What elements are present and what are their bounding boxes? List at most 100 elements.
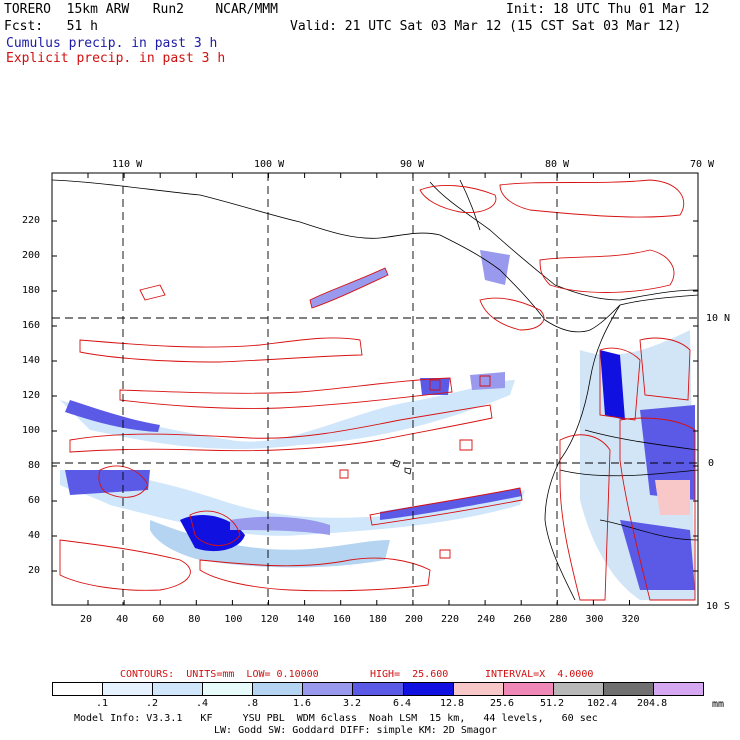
x-tick-label: 300 — [585, 614, 604, 625]
coast-central-america — [439, 234, 621, 333]
contour-cluster-north-3 — [539, 249, 675, 293]
model-title: TORERO 15km ARW Run2 NCAR/MMM — [4, 2, 278, 17]
lon-label-80w: 80 W — [545, 159, 570, 170]
cumulus-core-sa2 — [640, 405, 695, 500]
colorbar-label: .1 — [96, 698, 109, 709]
x-tick-label: 280 — [549, 614, 568, 625]
contour-cell-nw — [139, 284, 166, 301]
x-tick-label: 240 — [477, 614, 496, 625]
x-tick-label: 200 — [404, 614, 423, 625]
colorbar-swatch — [103, 683, 154, 695]
contour-cell-mid-2 — [479, 375, 491, 387]
colorbar-swatch — [403, 683, 454, 695]
colorbar-label: 1.6 — [293, 698, 312, 709]
cumulus-cells-mid — [420, 378, 450, 395]
contour-units-label: CONTOURS: UNITS=mm LOW= 0.10000 — [120, 669, 319, 680]
coast-caribbean — [429, 181, 699, 301]
y-tick-label: 120 — [22, 390, 41, 401]
cumulus-core-band2 — [380, 488, 522, 520]
x-tick-label: 40 — [116, 614, 129, 625]
explicit-precip-contours — [59, 179, 696, 601]
contour-band-itcz — [69, 404, 493, 453]
x-tick-label: 60 — [152, 614, 165, 625]
forecast-hour: Fcst: 51 h — [4, 19, 98, 34]
lon-label-100w: 100 W — [254, 159, 285, 170]
contour-cluster-north-4 — [479, 297, 545, 331]
cumulus-core-sa4 — [655, 480, 690, 515]
cumulus-cells-mid2 — [470, 372, 505, 390]
y-tick-label: 100 — [22, 425, 41, 436]
contour-sa-2 — [619, 417, 696, 601]
cumulus-core-band1 — [65, 400, 160, 432]
cumulus-band-south — [150, 520, 390, 568]
contour-cell-mid-1 — [429, 379, 441, 391]
contour-high-label: HIGH= 25.600 — [370, 669, 449, 680]
contour-sa-4 — [639, 337, 691, 401]
contour-interval-label: INTERVAL=X 4.0000 — [485, 669, 594, 680]
cumulus-core-sw — [180, 515, 245, 552]
y-tick-label: 80 — [28, 460, 41, 471]
x-tick-label: 80 — [188, 614, 201, 625]
colorbar-swatch — [303, 683, 354, 695]
colorbar-swatch — [503, 683, 554, 695]
contour-band-se — [369, 487, 523, 526]
cumulus-legend: Cumulus precip. in past 3 h — [6, 36, 218, 51]
colorbar-label: 12.8 — [440, 698, 465, 709]
contour-swirl-sw — [189, 510, 241, 546]
colorbar-label: .8 — [246, 698, 259, 709]
cumulus-streak-north — [310, 268, 388, 308]
model-info-line: Model Info: V3.3.1 KF YSU PBL WDM 6class… — [74, 713, 598, 724]
border-sa-2 — [559, 469, 699, 477]
contour-cell-mid-3 — [339, 469, 349, 479]
contour-southern-2 — [199, 557, 431, 592]
y-tick-label: 160 — [22, 320, 41, 331]
colorbar-swatch — [603, 683, 654, 695]
lon-label-70w: 70 W — [690, 159, 715, 170]
colorbar — [52, 682, 704, 696]
colorbar-swatch — [203, 683, 254, 695]
valid-time: Valid: 21 UTC Sat 03 Mar 12 (15 CST Sat … — [290, 19, 682, 34]
border-mexico-central — [459, 179, 481, 231]
colorbar-unit: mm — [712, 699, 725, 710]
y-tick-label: 60 — [28, 495, 41, 506]
colorbar-swatch — [653, 683, 704, 695]
cumulus-central-am — [480, 250, 510, 285]
x-tick-label: 320 — [621, 614, 640, 625]
contour-cluster-north-1 — [419, 185, 497, 213]
contour-band-mid — [119, 377, 453, 409]
contour-cluster-north-2 — [499, 179, 685, 218]
colorbar-label: 204.8 — [637, 698, 668, 709]
colorbar-label: 51.2 — [540, 698, 565, 709]
contour-sa-3 — [599, 347, 641, 421]
contour-southern-1 — [59, 539, 191, 591]
cumulus-band-north — [60, 380, 515, 450]
cumulus-band3 — [230, 516, 330, 535]
y-tick-label: 140 — [22, 355, 41, 366]
colorbar-swatch — [353, 683, 404, 695]
y-axis-ticks — [52, 220, 698, 572]
lat-label-10s: 10 S — [706, 601, 731, 612]
x-tick-label: 100 — [224, 614, 243, 625]
colorbar-label: 102.4 — [587, 698, 618, 709]
graticule — [52, 173, 698, 605]
lon-label-110w: 110 W — [112, 159, 143, 170]
contour-cell-mid-5 — [459, 439, 473, 451]
lat-label-10n: 10 N — [706, 313, 731, 324]
y-tick-label: 180 — [22, 285, 41, 296]
x-tick-label: 220 — [441, 614, 460, 625]
contour-sa-1 — [559, 434, 611, 601]
contour-streak-north — [309, 267, 389, 309]
y-tick-label: 40 — [28, 530, 41, 541]
border-sa-1 — [584, 429, 699, 451]
colorbar-label: .2 — [146, 698, 159, 709]
colorbar-label: .4 — [196, 698, 209, 709]
x-axis-ticks — [87, 173, 630, 605]
border-sa-3 — [599, 519, 699, 541]
colorbar-swatch — [253, 683, 304, 695]
contour-swirl-west — [98, 465, 149, 498]
lon-label-90w: 90 W — [400, 159, 425, 170]
colorbar-swatch — [453, 683, 504, 695]
colorbar-swatch — [53, 683, 104, 695]
cumulus-core-sa1 — [600, 350, 625, 420]
